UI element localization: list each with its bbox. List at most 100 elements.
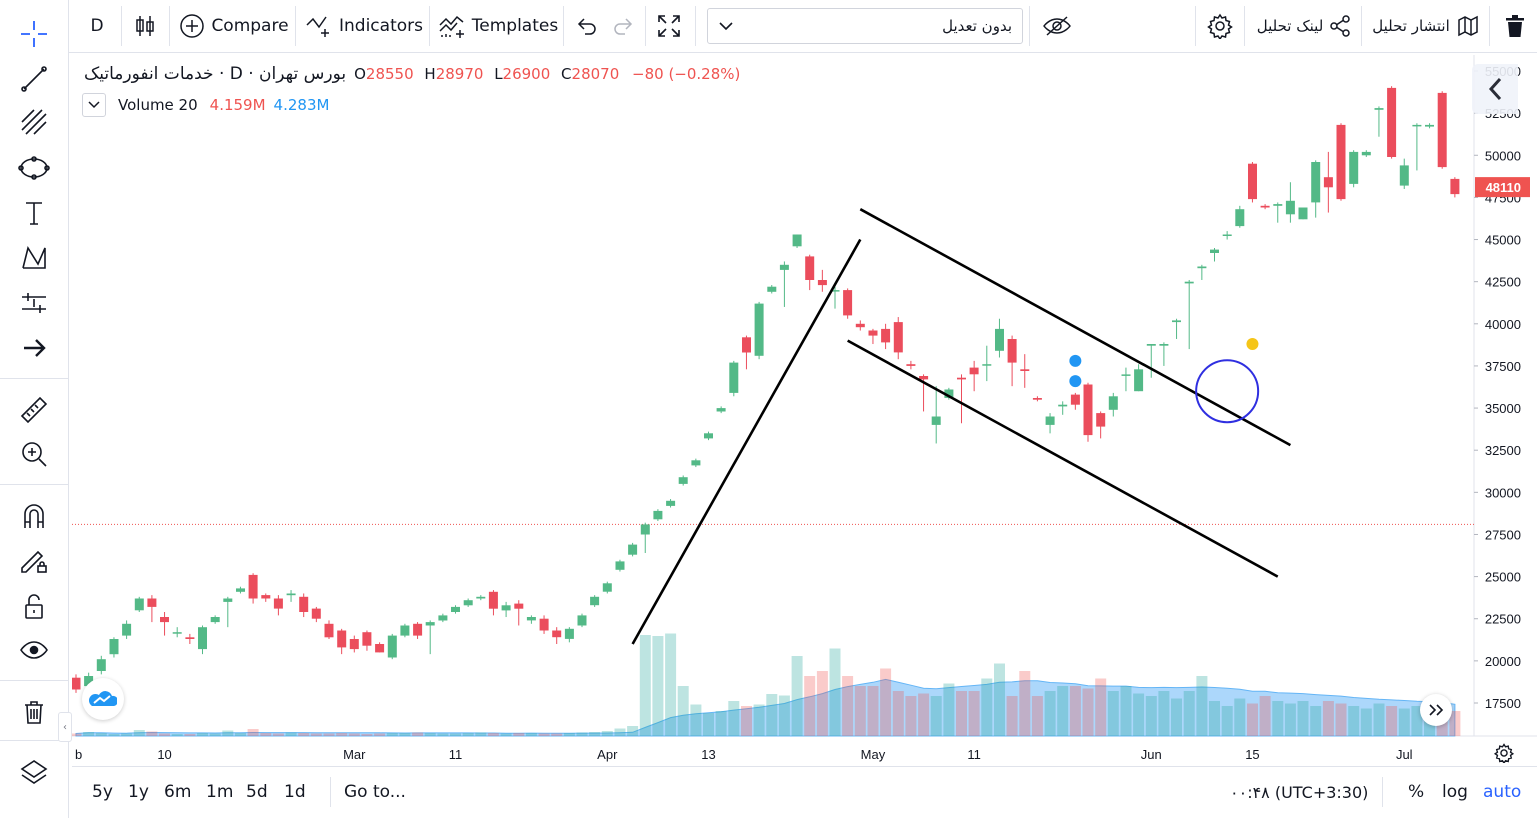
candle-body[interactable] xyxy=(1020,369,1030,371)
signal-marker[interactable] xyxy=(1246,338,1259,351)
candle-body[interactable] xyxy=(248,574,258,599)
fullscreen-button[interactable] xyxy=(649,0,689,52)
indicators-button[interactable]: Indicators xyxy=(301,0,427,52)
candle-body[interactable] xyxy=(160,617,169,623)
symbol-title[interactable]: بورس تهران · D · خدمات انفورماتیک xyxy=(84,64,347,84)
volume-indicator-label[interactable]: Volume 20 xyxy=(118,96,198,114)
candle-body[interactable] xyxy=(1045,416,1055,425)
pattern-tool[interactable] xyxy=(14,240,54,276)
candle-body[interactable] xyxy=(375,644,385,653)
candle-body[interactable] xyxy=(817,280,827,286)
candle-body[interactable] xyxy=(413,623,423,636)
candle-body[interactable] xyxy=(299,596,309,612)
magnet-tool[interactable] xyxy=(14,498,54,534)
candle-body[interactable] xyxy=(476,596,486,599)
share-link-button[interactable]: لینک تحلیل xyxy=(1247,0,1361,52)
prediction-tool[interactable] xyxy=(14,285,54,321)
candle-body[interactable] xyxy=(666,500,676,506)
zoom-tool[interactable] xyxy=(14,436,54,472)
candle-body[interactable] xyxy=(96,659,106,671)
range-1m-button[interactable]: 1m xyxy=(206,767,233,817)
compare-button[interactable]: Compare xyxy=(175,0,293,52)
trendline-tool[interactable] xyxy=(14,60,54,96)
candle-body[interactable] xyxy=(425,622,435,626)
candle-body[interactable] xyxy=(273,598,283,609)
candle-body[interactable] xyxy=(134,598,144,611)
candle-body[interactable] xyxy=(678,477,688,484)
range-6m-button[interactable]: 6m xyxy=(164,767,191,817)
candle-body[interactable] xyxy=(223,598,233,602)
gann-fib-tool[interactable] xyxy=(14,104,54,140)
settings-button[interactable] xyxy=(1197,0,1243,52)
candle-body[interactable] xyxy=(640,524,650,535)
candle-body[interactable] xyxy=(387,635,397,658)
candle-body[interactable] xyxy=(1260,205,1270,208)
candle-body[interactable] xyxy=(552,630,562,638)
candle-body[interactable] xyxy=(615,561,625,570)
candle-body[interactable] xyxy=(1070,394,1080,405)
candle-body[interactable] xyxy=(172,632,182,634)
candle-body[interactable] xyxy=(1172,320,1181,323)
candle-body[interactable] xyxy=(1197,266,1207,269)
candle-body[interactable] xyxy=(324,623,334,638)
trendline-drawing[interactable] xyxy=(859,208,1292,447)
candle-body[interactable] xyxy=(779,264,789,270)
candle-body[interactable] xyxy=(995,328,1004,351)
candle-body[interactable] xyxy=(1222,234,1232,237)
candle-body[interactable] xyxy=(944,389,954,398)
chart-type-button[interactable] xyxy=(125,0,165,52)
candle-body[interactable] xyxy=(1146,344,1156,346)
candle-body[interactable] xyxy=(653,510,663,520)
undo-button[interactable] xyxy=(569,0,605,52)
candle-body[interactable] xyxy=(400,625,410,636)
candle-body[interactable] xyxy=(805,256,815,280)
candle-body[interactable] xyxy=(1399,165,1409,186)
candle-body[interactable] xyxy=(514,603,524,609)
candle-body[interactable] xyxy=(792,234,802,247)
scroll-to-realtime-button[interactable] xyxy=(1420,694,1452,726)
candle-body[interactable] xyxy=(1134,369,1144,392)
goto-button[interactable]: Go to... xyxy=(344,767,406,817)
candle-body[interactable] xyxy=(198,627,207,650)
candle-body[interactable] xyxy=(501,605,511,611)
candle-body[interactable] xyxy=(830,290,840,292)
range-1y-button[interactable]: 1y xyxy=(128,767,149,817)
candle-body[interactable] xyxy=(539,618,549,631)
candle-body[interactable] xyxy=(1184,281,1194,284)
candle-body[interactable] xyxy=(767,286,777,292)
publish-button[interactable]: انتشار تحلیل xyxy=(1363,0,1489,52)
ruler-tool[interactable] xyxy=(14,392,54,428)
timezone-button[interactable]: ۰۰:۴۸ (UTC+3:30) xyxy=(1230,767,1368,817)
candle-body[interactable] xyxy=(84,676,94,687)
candle-body[interactable] xyxy=(893,322,903,353)
candle-body[interactable] xyxy=(1248,163,1257,200)
candle-body[interactable] xyxy=(1096,413,1106,427)
price-axis[interactable] xyxy=(1474,55,1537,766)
candle-body[interactable] xyxy=(488,591,498,609)
candle-body[interactable] xyxy=(855,323,865,328)
candle-body[interactable] xyxy=(1032,398,1042,400)
candle-body[interactable] xyxy=(1083,384,1093,436)
candle-body[interactable] xyxy=(602,583,612,592)
signal-marker[interactable] xyxy=(1069,375,1082,388)
object-tree-tool[interactable] xyxy=(14,754,54,790)
scroll-back-button[interactable] xyxy=(1472,64,1518,114)
candle-body[interactable] xyxy=(1058,404,1068,407)
range-5y-button[interactable]: 5y xyxy=(92,767,113,817)
candle-body[interactable] xyxy=(1450,178,1460,195)
candle-body[interactable] xyxy=(438,615,448,621)
candle-body[interactable] xyxy=(1387,87,1397,157)
candle-body[interactable] xyxy=(691,460,701,466)
candle-body[interactable] xyxy=(919,376,929,380)
candle-body[interactable] xyxy=(577,615,587,626)
collapse-indicators-button[interactable] xyxy=(82,93,106,117)
interval-button[interactable]: D xyxy=(77,0,117,52)
candle-body[interactable] xyxy=(1311,162,1321,203)
candle-body[interactable] xyxy=(286,593,296,596)
circle-drawing[interactable] xyxy=(1195,359,1260,424)
candle-body[interactable] xyxy=(1159,344,1169,346)
crosshair-tool[interactable] xyxy=(14,16,54,52)
candle-body[interactable] xyxy=(210,617,220,623)
candle-body[interactable] xyxy=(906,364,916,366)
candle-body[interactable] xyxy=(742,337,751,353)
